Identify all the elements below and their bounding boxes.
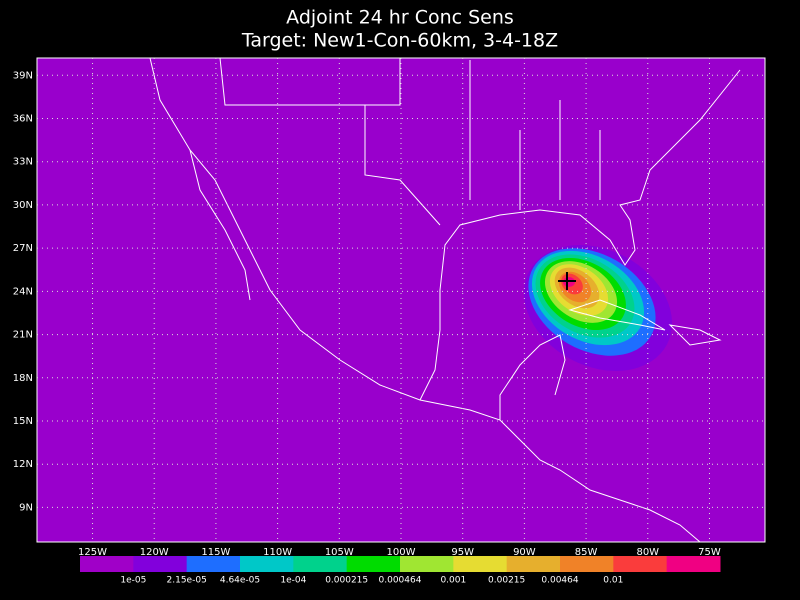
colorbar-label: 4.64e-05 (220, 576, 260, 586)
colorbar-label: 0.00215 (488, 576, 525, 586)
colorbar-label: 1e-05 (120, 576, 146, 586)
colorbar-swatch (400, 556, 454, 572)
coastline (668, 324, 722, 346)
lon-label: 100W (387, 547, 416, 558)
border (219, 57, 601, 226)
title-line: Target: New1-Con-60km, 3-4-18Z (241, 30, 558, 52)
colorbar-swatch (346, 556, 401, 572)
target-marker (558, 272, 576, 290)
colorbar-label: 0.000215 (325, 576, 368, 586)
lat-label: 15N (13, 416, 33, 427)
colorbar-swatch (186, 556, 241, 572)
colorbar-swatch (240, 556, 294, 572)
lat-label: 30N (13, 200, 33, 211)
lon-label: 125W (78, 547, 107, 558)
lon-label: 80W (636, 547, 659, 558)
colorbar-label: 0.000464 (379, 576, 422, 586)
lat-label: 36N (13, 114, 33, 125)
colorbar-swatch (506, 556, 561, 572)
lat-label: 9N (19, 502, 33, 513)
colorbar-swatch (613, 556, 668, 572)
colorbar-label: 2.15e-05 (167, 576, 207, 586)
coastline (189, 149, 251, 301)
coastline (568, 299, 666, 331)
lat-label: 33N (13, 157, 33, 168)
lat-label: 39N (13, 70, 33, 81)
lon-label: 95W (451, 547, 474, 558)
lat-label: 24N (13, 286, 33, 297)
colorbar-swatch (560, 556, 614, 572)
colorbar-swatch (453, 556, 508, 572)
coastlines (149, 57, 741, 543)
lon-label: 115W (201, 547, 230, 558)
colorbar-swatch (293, 556, 348, 572)
colorbar-label: 1e-04 (280, 576, 306, 586)
colorbar-label: 0.00464 (541, 576, 578, 586)
colorbar-label: 0.01 (603, 576, 623, 586)
coastline (499, 334, 566, 420)
lon-label: 90W (513, 547, 536, 558)
colorbar-label: 0.001 (440, 576, 466, 586)
lon-label: 75W (698, 547, 721, 558)
lon-label: 105W (325, 547, 354, 558)
colorbar-swatch (133, 556, 188, 572)
colorbar-swatch (666, 556, 721, 572)
coastline (419, 69, 741, 401)
title-line: Adjoint 24 hr Conc Sens (286, 7, 514, 29)
lon-label: 110W (263, 547, 292, 558)
lat-label: 21N (13, 330, 33, 341)
lon-label: 120W (140, 547, 169, 558)
lat-label: 27N (13, 243, 33, 254)
lon-label: 85W (575, 547, 598, 558)
lat-label: 18N (13, 373, 33, 384)
lat-label: 12N (13, 459, 33, 470)
colorbar-swatch (80, 556, 134, 572)
